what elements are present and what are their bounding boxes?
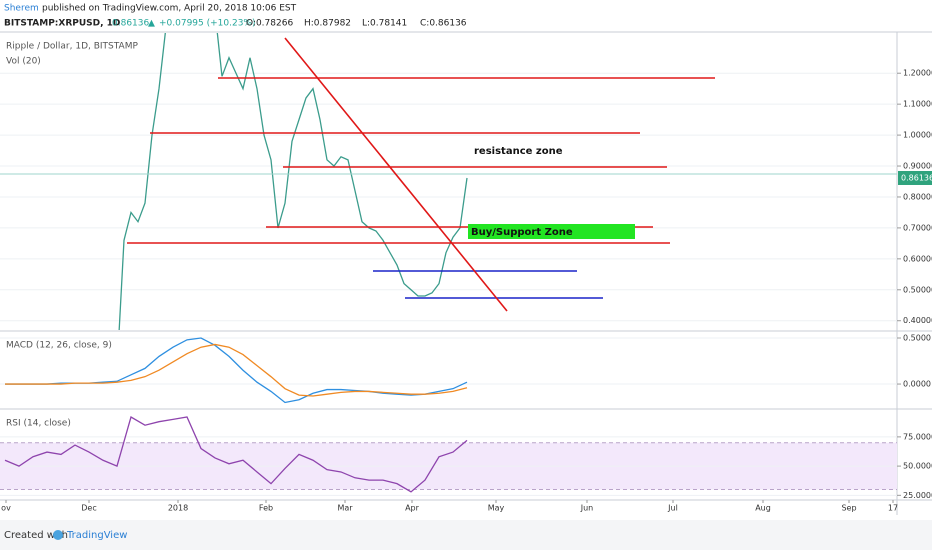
symbol: BITSTAMP:XRPUSD, 1D xyxy=(4,19,120,29)
open: O:0.78266 xyxy=(246,19,293,29)
footer-text: Created with xyxy=(4,530,68,541)
x-tick-label: Dec xyxy=(81,504,96,513)
x-tick-label: Apr xyxy=(405,504,420,513)
y-tick-label: 0.5000 xyxy=(903,333,931,342)
annotation: resistance zone xyxy=(474,146,563,157)
panel-title: MACD (12, 26, close, 9) xyxy=(6,341,112,351)
footer-bar xyxy=(0,520,932,550)
close: C:0.86136 xyxy=(420,19,467,29)
y-tick-label: 25.0000 xyxy=(903,491,932,500)
price: 0.86136 xyxy=(112,19,149,29)
series-line xyxy=(5,343,468,397)
y-tick-label: 1.20000 xyxy=(903,69,932,78)
frame xyxy=(0,31,932,515)
y-tick-label: 0.90000 xyxy=(903,162,932,171)
x-tick-label: ov xyxy=(1,504,11,513)
y-tick-label: 75.0000 xyxy=(903,432,932,441)
x-tick-label: Jun xyxy=(580,504,594,513)
high: H:0.87982 xyxy=(304,19,351,29)
low: L:0.78141 xyxy=(362,19,407,29)
logo xyxy=(53,530,63,540)
x-tick-label: 17 xyxy=(888,504,898,513)
x-tick-label: Sep xyxy=(841,504,856,513)
change: +0.07995 (+10.23%) xyxy=(159,19,256,29)
y-tick-label: 1.10000 xyxy=(903,100,932,109)
series-line xyxy=(4,416,468,493)
plot-area xyxy=(118,33,468,330)
annotation: Buy/Support Zone xyxy=(471,227,573,238)
x-tick-label: May xyxy=(488,504,505,513)
y-tick-label: 0.0000 xyxy=(903,380,931,389)
panel-title: Ripple / Dollar, 1D, BITSTAMP xyxy=(6,42,138,52)
x-tick-label: 2018 xyxy=(168,504,188,513)
published: published on TradingView.com, April 20, … xyxy=(42,4,297,14)
x-tick-label: Aug xyxy=(755,504,771,513)
x-tick-label: Jul xyxy=(667,504,678,513)
plot-area xyxy=(4,416,468,493)
indicator-label: Vol (20) xyxy=(6,57,41,67)
series-line xyxy=(118,33,468,330)
last-price-label: 0.86136 xyxy=(901,173,932,182)
last-price-tag xyxy=(898,170,932,185)
x-tick-label: Feb xyxy=(259,504,273,513)
arrow: ▲ xyxy=(148,19,155,29)
plot-area xyxy=(5,337,468,404)
footer-brand[interactable]: TradingView xyxy=(66,530,127,541)
x-tick-label: Mar xyxy=(337,504,353,513)
panel-title: RSI (14, close) xyxy=(6,419,71,429)
publisher[interactable]: Sherem xyxy=(4,4,39,14)
y-tick-label: 50.0000 xyxy=(903,462,932,471)
drawings xyxy=(0,37,897,312)
